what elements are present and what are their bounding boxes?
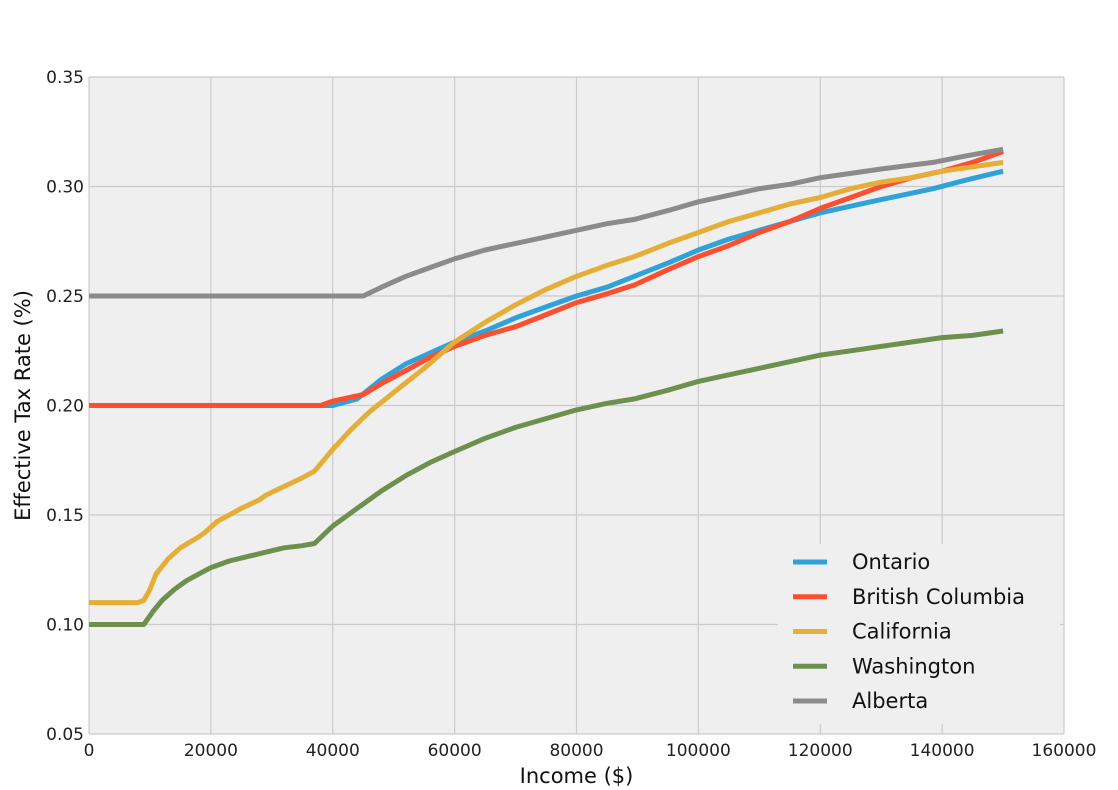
legend: Ontario British Columbia California Washing… (778, 544, 1060, 724)
x-tick-label: 100000 (666, 741, 731, 761)
x-tick-label: 0 (84, 741, 95, 761)
x-tick-label: 40000 (306, 741, 360, 761)
legend-entry-label: Washington (852, 654, 975, 678)
tick-labels: 0 20000 40000 60000 80000 100000 120000 140000 1… (46, 68, 1096, 761)
series-line-alberta (89, 146, 1004, 299)
series-line-california (89, 159, 1004, 606)
x-axis-label: Income ($) (520, 764, 634, 788)
y-tick-label: 0.20 (46, 397, 84, 417)
x-tick-label: 140000 (910, 741, 975, 761)
legend-entry-label: Alberta (852, 689, 928, 713)
x-tick-label: 120000 (788, 741, 853, 761)
y-tick-label: 0.25 (46, 287, 84, 307)
y-axis-label: Effective Tax Rate (%) (11, 290, 35, 521)
y-tick-label: 0.05 (46, 725, 84, 745)
y-tick-label: 0.15 (46, 506, 84, 526)
x-tick-label: 80000 (549, 741, 603, 761)
series-lines (89, 146, 1004, 627)
x-tick-label: 60000 (428, 741, 482, 761)
y-tick-label: 0.30 (46, 178, 84, 198)
x-tick-label: 160000 (1032, 741, 1097, 761)
legend-entry-label: British Columbia (852, 585, 1025, 609)
x-tick-label: 20000 (184, 741, 238, 761)
series-line-british-columbia (89, 149, 1004, 408)
series-line-ontario (89, 168, 1004, 408)
y-tick-label: 0.35 (46, 68, 84, 88)
series-line-washington (89, 328, 1004, 627)
y-tick-label: 0.10 (46, 616, 84, 636)
legend-entry-label: California (852, 620, 952, 644)
legend-entry-label: Ontario (852, 550, 930, 574)
